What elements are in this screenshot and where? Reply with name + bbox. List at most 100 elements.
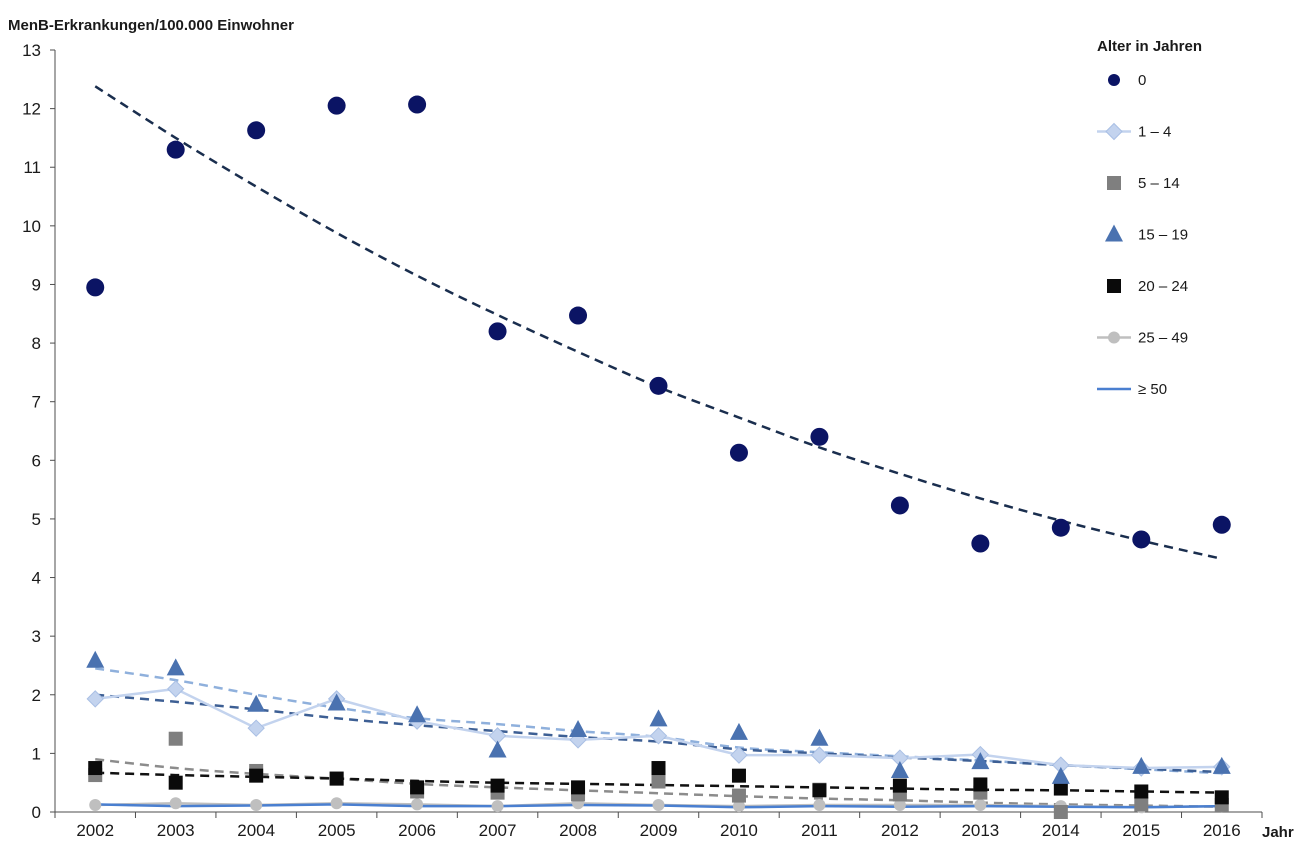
x-tick-label: 2016 <box>1203 821 1241 840</box>
y-tick-label: 10 <box>22 217 41 236</box>
legend-label: 5 – 14 <box>1138 175 1180 192</box>
data-point <box>649 709 668 727</box>
legend-items: 0 1 – 4 5 – 14 15 – 19 20 – 24 25 – 49 ≥ 50 <box>1097 72 1188 398</box>
data-point <box>813 798 826 811</box>
data-point <box>810 728 829 746</box>
x-tick-label: 2005 <box>318 821 356 840</box>
legend-item: 25 – 49 <box>1097 330 1188 347</box>
data-point <box>810 746 829 764</box>
data-point <box>649 727 668 745</box>
data-point <box>730 746 748 764</box>
x-tick-label: 2010 <box>720 821 758 840</box>
data-point <box>408 705 427 723</box>
data-point <box>1212 515 1231 534</box>
y-tick-label: 4 <box>32 569 41 588</box>
data-point <box>250 798 263 811</box>
data-point <box>327 693 346 711</box>
data-point <box>1051 766 1070 784</box>
data-point <box>1134 784 1149 799</box>
data-point <box>166 680 185 698</box>
legend-label: 20 – 24 <box>1138 278 1188 295</box>
y-tick-label: 0 <box>32 803 41 822</box>
y-tick-label: 8 <box>32 334 41 353</box>
legend: Alter in Jahren 0 1 – 4 5 – 14 15 – 19 20 – … <box>1097 38 1202 398</box>
data-point <box>893 798 906 811</box>
data-point <box>1212 756 1231 774</box>
data-point <box>247 694 266 712</box>
data-point <box>330 797 343 810</box>
data-point <box>971 534 990 553</box>
data-point <box>329 771 344 786</box>
x-tick-label: 2009 <box>640 821 678 840</box>
y-tick-label: 7 <box>32 393 41 412</box>
y-tick-label: 12 <box>22 100 41 119</box>
data-point <box>86 278 105 297</box>
data-point <box>247 121 266 140</box>
legend-marker <box>1105 122 1123 141</box>
data-point <box>1053 781 1068 796</box>
data-point <box>1132 756 1151 774</box>
data-point <box>168 731 183 746</box>
data-point <box>974 798 987 811</box>
data-point <box>892 778 907 793</box>
trend-line <box>95 693 1222 774</box>
data-point <box>652 798 665 811</box>
data-point <box>488 322 507 341</box>
data-point <box>651 774 666 789</box>
data-point <box>729 722 748 740</box>
legend-label: 1 – 4 <box>1138 124 1171 141</box>
trend-line <box>95 758 1222 808</box>
data-point <box>490 778 505 793</box>
data-point <box>249 768 264 783</box>
y-tick-label: 1 <box>32 744 41 763</box>
data-point <box>569 719 588 737</box>
data-point <box>327 96 346 115</box>
y-tick-label: 11 <box>23 158 41 177</box>
y-tick-label: 5 <box>32 510 41 529</box>
data-point <box>890 760 909 778</box>
y-tick-label: 9 <box>32 275 41 294</box>
x-tick-label: 2006 <box>398 821 436 840</box>
x-tick-label: 2003 <box>157 821 195 840</box>
data-point <box>86 690 104 708</box>
legend-label: 15 – 19 <box>1138 227 1188 244</box>
y-tick-label: 3 <box>32 627 41 646</box>
data-point <box>890 496 909 515</box>
x-tick-label: 2012 <box>881 821 919 840</box>
data-point <box>731 768 746 783</box>
x-tick-label: 2014 <box>1042 821 1080 840</box>
data-point <box>569 306 588 325</box>
data-point <box>1132 530 1151 549</box>
data-point <box>408 95 427 114</box>
legend-item: 1 – 4 <box>1097 122 1171 141</box>
data-point <box>732 800 745 813</box>
trend-line <box>94 85 1223 561</box>
data-point <box>973 777 988 792</box>
legend-item: 0 <box>1108 72 1146 89</box>
y-tick-label: 6 <box>32 451 41 470</box>
legend-item: 15 – 19 <box>1105 224 1188 244</box>
x-tick-label: 2007 <box>479 821 517 840</box>
data-point <box>651 761 666 776</box>
legend-marker <box>1108 74 1120 86</box>
data-point <box>810 427 829 446</box>
x-tick-label: 2015 <box>1122 821 1160 840</box>
data-point <box>247 719 265 737</box>
y-tick-label: 2 <box>32 686 41 705</box>
data-point <box>410 780 425 795</box>
data-point <box>812 783 827 798</box>
data-point <box>1051 518 1070 537</box>
data-point <box>86 650 105 668</box>
legend-label: 25 – 49 <box>1138 330 1188 347</box>
data-point <box>488 740 507 758</box>
x-tick-label: 2002 <box>76 821 114 840</box>
data-point <box>1053 805 1068 819</box>
legend-item: ≥ 50 <box>1097 381 1167 398</box>
legend-marker <box>1107 176 1121 190</box>
x-tick-label: 2008 <box>559 821 597 840</box>
legend-item: 20 – 24 <box>1107 278 1188 295</box>
legend-marker <box>1105 224 1123 242</box>
data-point <box>649 376 668 395</box>
